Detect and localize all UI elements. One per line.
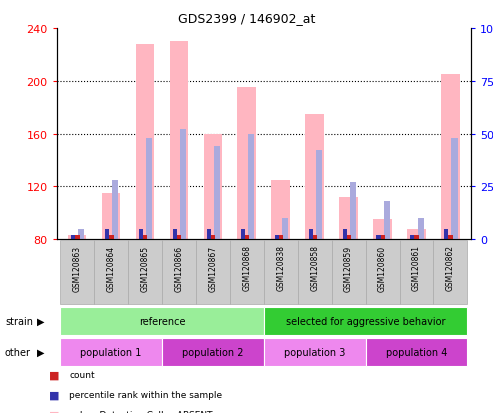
Bar [305, 114, 324, 240]
Text: count: count [69, 370, 95, 380]
Bar [78, 229, 84, 240]
Bar [377, 235, 381, 240]
Bar [441, 75, 460, 240]
Bar [452, 138, 458, 240]
Bar [74, 235, 79, 240]
Text: GSM120860: GSM120860 [378, 245, 387, 291]
Text: GSM120867: GSM120867 [209, 245, 217, 291]
Bar [278, 235, 283, 240]
Bar [343, 229, 347, 240]
Text: population 4: population 4 [386, 347, 447, 357]
Text: GSM120868: GSM120868 [242, 245, 251, 291]
FancyBboxPatch shape [264, 241, 298, 304]
Bar [105, 229, 109, 240]
Bar [410, 235, 415, 240]
FancyBboxPatch shape [298, 241, 332, 304]
FancyBboxPatch shape [433, 241, 467, 304]
Bar [244, 235, 249, 240]
Bar [271, 180, 290, 240]
Bar [248, 134, 254, 240]
Bar [316, 151, 322, 240]
Bar [204, 134, 222, 240]
Bar [146, 138, 152, 240]
Text: other: other [5, 347, 31, 357]
Bar [162, 338, 264, 366]
Text: reference: reference [139, 316, 185, 326]
Text: ■: ■ [49, 410, 60, 413]
Text: GSM120864: GSM120864 [106, 245, 115, 291]
Text: ■: ■ [49, 390, 60, 400]
Bar [176, 235, 181, 240]
Bar [418, 218, 423, 240]
FancyBboxPatch shape [60, 241, 94, 304]
Text: population 3: population 3 [284, 347, 346, 357]
Text: population 1: population 1 [80, 347, 141, 357]
Bar [312, 235, 317, 240]
Bar [207, 229, 211, 240]
Bar [339, 197, 358, 240]
Text: GSM120859: GSM120859 [344, 245, 353, 291]
Text: value, Detection Call = ABSENT: value, Detection Call = ABSENT [69, 410, 212, 413]
Bar [309, 229, 313, 240]
Bar [350, 183, 356, 240]
Bar [414, 235, 419, 240]
Bar [108, 235, 113, 240]
Bar [136, 45, 154, 240]
Bar [448, 235, 453, 240]
Text: population 2: population 2 [182, 347, 244, 357]
Bar [264, 307, 467, 335]
FancyBboxPatch shape [332, 241, 366, 304]
Text: GSM120838: GSM120838 [276, 245, 285, 291]
Bar [60, 338, 162, 366]
Bar [282, 218, 288, 240]
FancyBboxPatch shape [366, 241, 399, 304]
Bar [170, 42, 188, 240]
Bar [238, 88, 256, 240]
Text: GSM120866: GSM120866 [175, 245, 183, 291]
Bar [139, 229, 143, 240]
Text: ■: ■ [49, 370, 60, 380]
Bar [366, 338, 467, 366]
Bar [112, 180, 118, 240]
Text: GSM120863: GSM120863 [72, 245, 81, 291]
Text: GDS2399 / 146902_at: GDS2399 / 146902_at [178, 12, 315, 25]
Bar [373, 220, 392, 240]
Text: GSM120862: GSM120862 [446, 245, 455, 291]
FancyBboxPatch shape [128, 241, 162, 304]
Text: ▶: ▶ [37, 347, 45, 357]
Bar [384, 202, 389, 240]
FancyBboxPatch shape [399, 241, 433, 304]
FancyBboxPatch shape [196, 241, 230, 304]
Bar [241, 229, 245, 240]
Bar [60, 307, 264, 335]
Text: percentile rank within the sample: percentile rank within the sample [69, 390, 222, 399]
Bar [102, 193, 120, 240]
Text: selected for aggressive behavior: selected for aggressive behavior [286, 316, 445, 326]
Bar [211, 235, 215, 240]
Bar [264, 338, 366, 366]
Bar [68, 235, 86, 240]
Bar [142, 235, 147, 240]
Bar [346, 235, 351, 240]
Text: strain: strain [5, 316, 33, 326]
Text: GSM120858: GSM120858 [310, 245, 319, 291]
Text: GSM120865: GSM120865 [141, 245, 149, 291]
Bar [71, 235, 75, 240]
Bar [380, 235, 385, 240]
Bar [180, 130, 186, 240]
Text: ▶: ▶ [37, 316, 45, 326]
Bar [407, 229, 426, 240]
FancyBboxPatch shape [230, 241, 264, 304]
Bar [444, 229, 449, 240]
Bar [173, 229, 177, 240]
Bar [275, 235, 279, 240]
FancyBboxPatch shape [162, 241, 196, 304]
Text: GSM120861: GSM120861 [412, 245, 421, 291]
FancyBboxPatch shape [94, 241, 128, 304]
Bar [214, 147, 220, 240]
